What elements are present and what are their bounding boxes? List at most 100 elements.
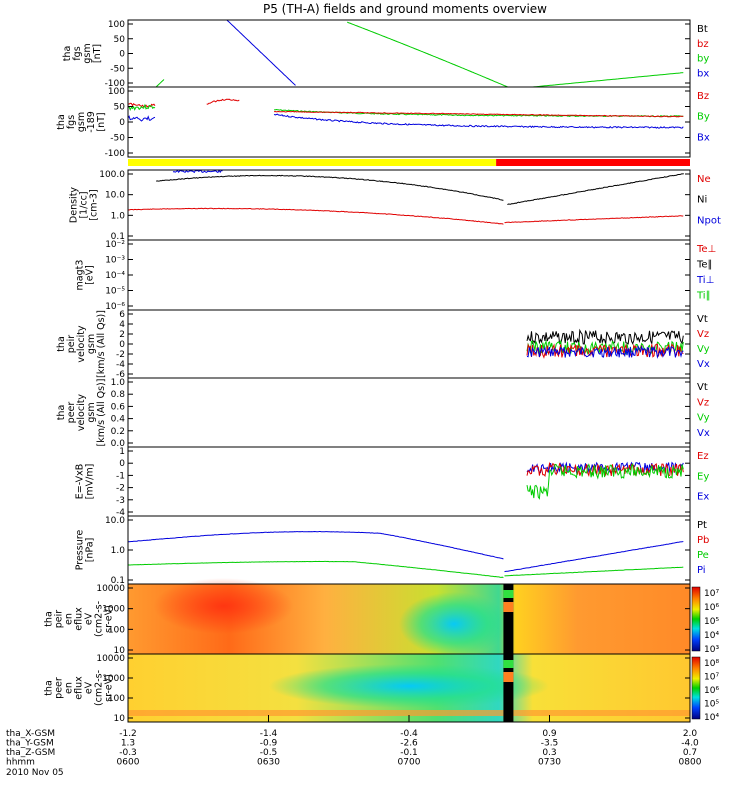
legend-entry: by: [697, 54, 709, 65]
footer-row-label: tha_Z-GSM: [6, 748, 55, 758]
y-axis-label: [km/s (All Qs)]: [96, 379, 107, 447]
legend-entry: Pt: [697, 520, 707, 531]
by-series: [532, 72, 684, 88]
bx-series: [226, 19, 296, 86]
colorbar-tick-label: 10⁵: [704, 617, 719, 627]
y-axis-label: (cm2-s-: [94, 670, 105, 706]
y-tick-label: -2: [116, 484, 125, 494]
ne-series: [504, 215, 684, 224]
pi-series: [504, 541, 684, 573]
legend-entry: Ez: [697, 451, 709, 462]
y-axis-label: gsm: [76, 112, 87, 132]
y-axis-label: [1/cc]: [78, 191, 89, 218]
legend-entry: Npot: [697, 215, 721, 226]
legend-entry: By: [697, 112, 710, 123]
footer-value: 0.9: [542, 729, 557, 739]
legend-entry: bx: [697, 68, 709, 79]
y-axis-label: [mV/m]: [85, 464, 96, 500]
legend-entry: Bt: [697, 24, 708, 35]
vz-series: [526, 343, 684, 359]
colorbar: [691, 656, 701, 720]
y-tick-label: 10⁻²: [105, 240, 125, 250]
y-axis-label: (cm2-s-: [94, 601, 105, 637]
pe-series: [504, 566, 684, 577]
y-axis-label: sr-eV): [104, 674, 115, 702]
panel-frame: [127, 19, 691, 88]
legend-entry: Vz: [697, 329, 709, 340]
state-bar-red: [496, 159, 690, 166]
y-tick-label: 10.0: [105, 516, 125, 526]
legend-entry: Te∥: [696, 260, 713, 271]
y-tick-label: 0.2: [111, 427, 125, 437]
bx-series: [273, 113, 684, 129]
state-bar-yellow: [128, 159, 497, 166]
colorbar-tick-label: 10⁴: [704, 631, 719, 641]
colorbar-tick-label: 10⁷: [704, 673, 719, 683]
y-tick-label: 100: [108, 694, 125, 704]
legend-entry: Vy: [697, 344, 710, 355]
y-axis-label: Density: [68, 187, 79, 223]
legend-entry: Vt: [697, 382, 708, 393]
legend-entry: Ni: [697, 195, 707, 206]
legend-entry: Ti∥: [696, 291, 711, 302]
y-tick-label: 0: [119, 118, 125, 128]
legend-entry: Te⊥: [696, 244, 716, 255]
y-tick-label: 0.6: [111, 402, 126, 412]
footer-value: -0.9: [260, 739, 278, 749]
y-tick-label: -100: [105, 79, 126, 89]
footer-date: 2010 Nov 05: [6, 768, 64, 778]
footer-value: 0630: [257, 758, 280, 768]
footer-value: -0.3: [119, 748, 137, 758]
legend-entry: Vx: [697, 359, 710, 370]
legend-entry: bz: [697, 39, 709, 50]
y-tick-label: -3: [116, 496, 125, 506]
y-tick-label: 10: [114, 714, 126, 724]
colorbar-tick-label: 10⁸: [704, 659, 719, 669]
y-axis-label: [eV]: [85, 265, 96, 285]
heatmap-gap: [503, 584, 514, 654]
footer-value: -1.2: [119, 729, 137, 739]
y-axis-label: peir: [54, 610, 65, 629]
footer-value: 0.7: [683, 748, 697, 758]
y-tick-label: 10000: [96, 584, 125, 594]
y-tick-label: 0.8: [111, 390, 126, 400]
y-axis-label: velocity: [76, 394, 87, 432]
pe-series: [127, 560, 504, 579]
y-axis-label: tha: [56, 336, 67, 352]
y-tick-label: 10⁻⁴: [105, 271, 125, 281]
y-tick-label: 10: [114, 646, 126, 656]
y-tick-label: -2: [116, 350, 125, 360]
y-tick-label: 10⁻⁵: [105, 287, 125, 297]
panel-frame: [127, 446, 691, 517]
heatmap-gap-fill: [503, 660, 514, 668]
ni-series: [507, 173, 684, 206]
y-tick-label: 100.0: [99, 170, 125, 180]
footer-row-label: tha_Y-GSM: [6, 739, 54, 749]
by-series: [346, 21, 521, 88]
y-axis-label: gsm: [82, 43, 93, 63]
by-series: [155, 79, 165, 88]
y-tick-label: 0.4: [111, 415, 126, 425]
legend-entry: Vy: [697, 413, 710, 424]
bx-series: [127, 115, 156, 122]
y-tick-label: 100: [108, 87, 125, 97]
vt-series: [526, 328, 684, 346]
y-tick-label: 1.0: [111, 378, 126, 388]
y-axis-label: eV: [84, 612, 95, 625]
y-tick-label: 4: [119, 320, 125, 330]
footer-value: -0.5: [260, 748, 278, 758]
y-axis-label: tha: [44, 611, 55, 627]
y-tick-label: -100: [105, 149, 126, 159]
ni-series: [155, 174, 504, 201]
y-axis-label: -189: [86, 111, 97, 133]
y-axis-label: [nT]: [92, 44, 103, 63]
pi-series: [128, 530, 504, 560]
heatmap-gap-fill: [503, 590, 514, 598]
footer-value: -4.0: [681, 739, 699, 749]
footer-value: 0700: [398, 758, 421, 768]
legend-entry: Ey: [697, 471, 709, 482]
footer-value: 1.3: [121, 739, 135, 749]
legend-entry: Pe: [697, 550, 709, 561]
heatmap-gap: [503, 654, 514, 722]
